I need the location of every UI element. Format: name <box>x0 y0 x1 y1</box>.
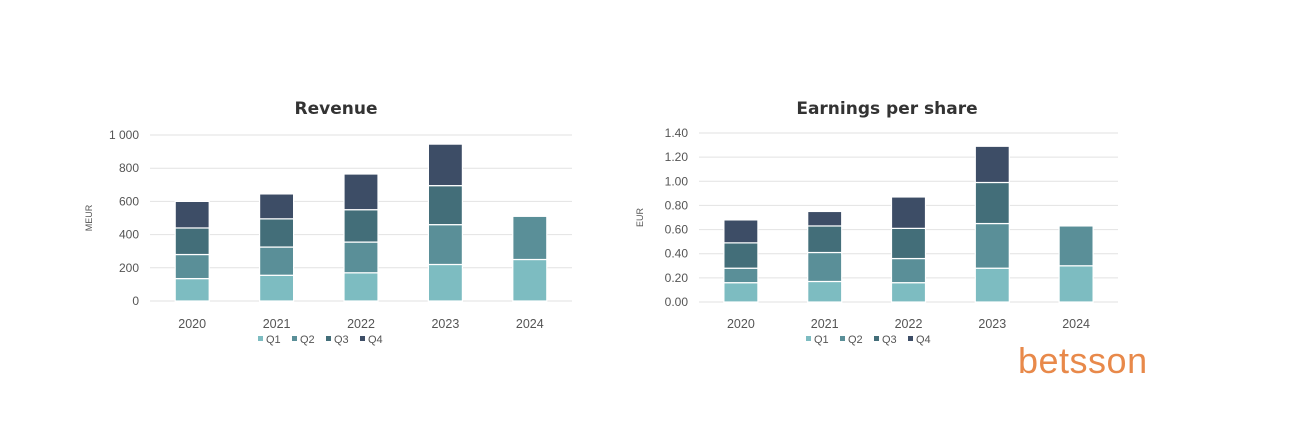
x-tick-label: 2020 <box>178 317 206 331</box>
y-tick-label: 0.00 <box>665 295 689 309</box>
bar-q3-2021 <box>807 225 843 254</box>
bar-q4-2023 <box>974 145 1010 184</box>
bar-q3-2022 <box>343 209 379 243</box>
bar-q4-2021 <box>807 210 843 227</box>
legend-label-q1: Q1 <box>814 334 829 346</box>
legend-label-q4: Q4 <box>368 334 383 346</box>
x-tick-label: 2023 <box>978 317 1006 331</box>
y-tick-label: 600 <box>119 194 139 208</box>
y-tick-label: 400 <box>119 228 139 242</box>
y-tick-label: 0.60 <box>665 223 689 237</box>
legend-swatch-q3 <box>874 336 879 341</box>
legend-swatch-q4 <box>360 336 365 341</box>
legend-label-q2: Q2 <box>300 334 315 346</box>
legend-label-q3: Q3 <box>882 334 897 346</box>
bar-q3-2020 <box>723 242 759 269</box>
bar-q1-2024 <box>1058 265 1094 303</box>
bar-q4-2020 <box>723 219 759 244</box>
legend-swatch-q1 <box>258 336 263 341</box>
y-tick-label: 0 <box>132 294 139 308</box>
bar-q1-2023 <box>427 263 463 302</box>
bar-q2-2022 <box>343 241 379 274</box>
legend-label-q1: Q1 <box>266 334 281 346</box>
y-tick-label: 0.40 <box>665 247 689 261</box>
bar-q2-2024 <box>1058 225 1094 267</box>
bar-q4-2021 <box>259 193 295 220</box>
bar-q1-2023 <box>974 267 1010 303</box>
bar-q3-2023 <box>974 181 1010 225</box>
legend-swatch-q2 <box>840 336 845 341</box>
chart-title: Earnings per share <box>796 99 977 119</box>
x-tick-label: 2021 <box>811 317 839 331</box>
bar-q2-2023 <box>974 222 1010 269</box>
legend-label-q2: Q2 <box>848 334 863 346</box>
x-tick-label: 2021 <box>263 317 291 331</box>
bar-q4-2022 <box>890 196 927 229</box>
bar-q3-2023 <box>427 185 463 226</box>
bar-q1-2022 <box>343 272 379 302</box>
legend-swatch-q2 <box>292 336 297 341</box>
bar-q2-2021 <box>807 251 843 283</box>
bar-q1-2020 <box>174 277 210 302</box>
bar-q4-2023 <box>427 143 463 187</box>
y-axis-label: EUR <box>635 208 645 228</box>
betsson-logo: betsson <box>1018 340 1148 381</box>
y-tick-label: 0.20 <box>665 271 689 285</box>
y-tick-label: 1.00 <box>665 174 689 188</box>
y-tick-label: 200 <box>119 261 139 275</box>
chart-title: Revenue <box>295 99 378 119</box>
x-tick-label: 2020 <box>727 317 755 331</box>
bar-q2-2020 <box>174 253 210 280</box>
bar-q1-2024 <box>512 258 548 302</box>
legend-label-q4: Q4 <box>916 334 931 346</box>
y-tick-label: 1.40 <box>665 126 689 140</box>
y-tick-label: 800 <box>119 161 139 175</box>
x-tick-label: 2024 <box>1062 317 1090 331</box>
y-tick-label: 1.20 <box>665 150 689 164</box>
legend-swatch-q3 <box>326 336 331 341</box>
bar-q4-2022 <box>343 173 379 211</box>
y-axis-label: MEUR <box>84 204 94 231</box>
y-tick-label: 1 000 <box>109 128 139 142</box>
legend-swatch-q1 <box>806 336 811 341</box>
bar-q1-2021 <box>807 280 843 303</box>
bar-q1-2020 <box>723 282 759 303</box>
bar-q2-2024 <box>512 215 548 261</box>
y-tick-label: 0.80 <box>665 198 689 212</box>
legend-swatch-q4 <box>908 336 913 341</box>
x-tick-label: 2022 <box>347 317 375 331</box>
bar-q1-2021 <box>259 274 295 302</box>
legend-label-q3: Q3 <box>334 334 349 346</box>
eps-chart: Earnings per share 0.00 0.20 0.40 0.60 0.80 1.… <box>635 99 1118 346</box>
x-tick-label: 2022 <box>895 317 923 331</box>
bar-q3-2020 <box>174 227 210 256</box>
bar-q2-2023 <box>427 224 463 266</box>
bar-q1-2022 <box>890 282 927 303</box>
bar-q3-2022 <box>890 227 927 260</box>
bar-q3-2021 <box>259 218 295 248</box>
bar-q4-2020 <box>174 200 210 229</box>
x-tick-label: 2024 <box>516 317 544 331</box>
revenue-chart: Revenue 0 200 400 600 800 1 000 MEUR 2020 2021 202… <box>84 99 572 346</box>
bar-q2-2020 <box>723 267 759 284</box>
bar-q2-2021 <box>259 246 295 276</box>
x-tick-label: 2023 <box>431 317 459 331</box>
bar-q2-2022 <box>890 257 927 284</box>
